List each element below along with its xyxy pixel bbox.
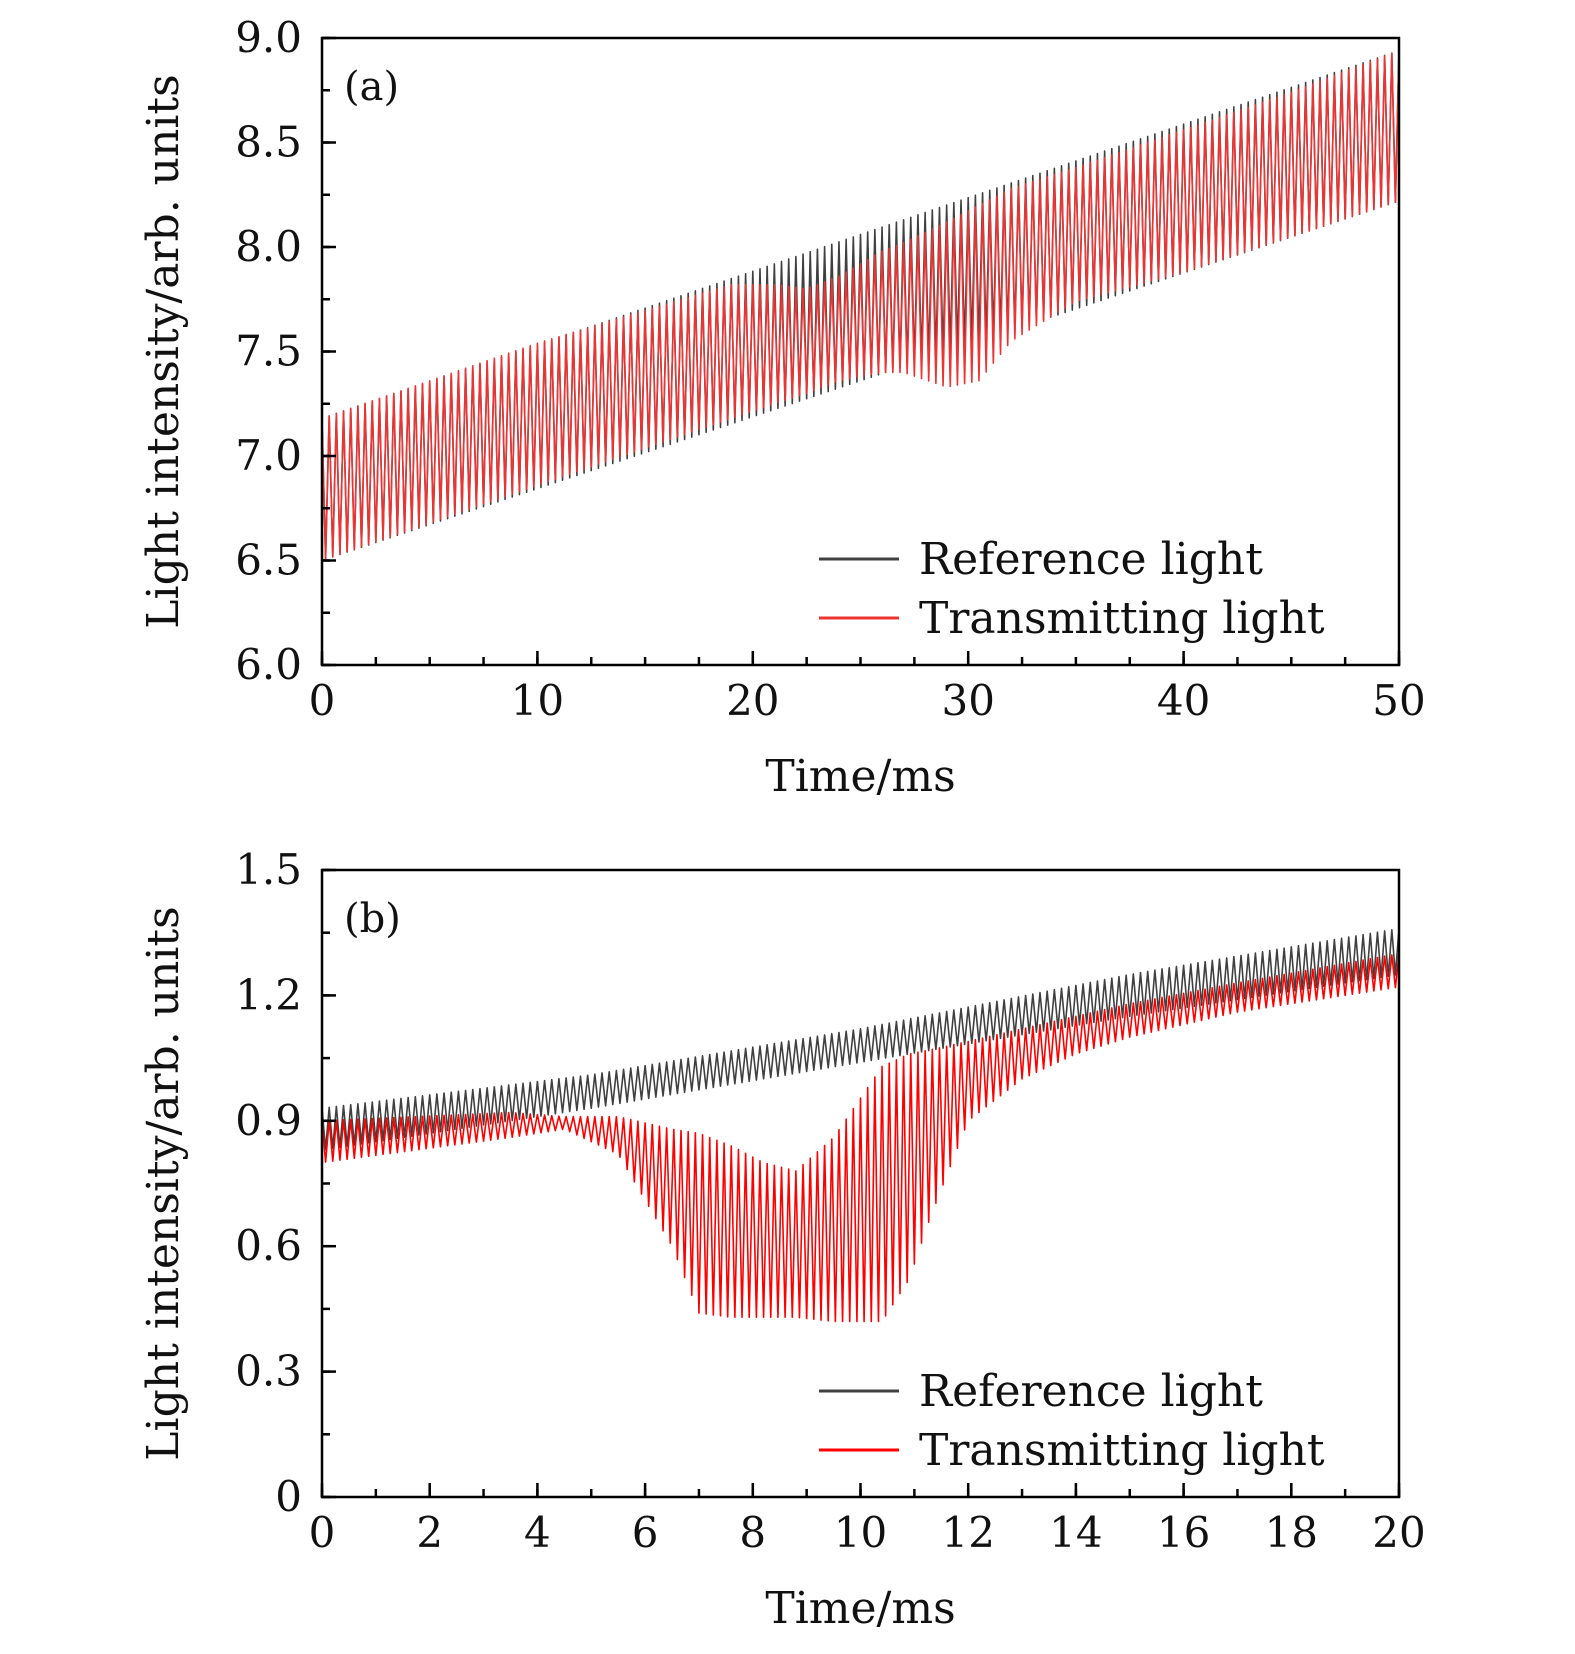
y-tick-label: 1.5 <box>235 845 302 894</box>
x-tick-label: 12 <box>941 1508 994 1557</box>
panel-label-a: (a) <box>344 64 399 110</box>
chart-panel-b: 0 2 4 6 8 10 12 14 16 18 20 0 0.3 0.6 0.9 1.2 1.5 (b) Ti… <box>138 845 1426 1634</box>
series-line-transmitting-light-a <box>322 50 1399 561</box>
x-tick-label: 16 <box>1157 1508 1210 1557</box>
y-axis-title-b: Light intensity/arb. units <box>138 906 189 1460</box>
y-tick-label: 1.2 <box>235 970 302 1019</box>
x-tick-label: 10 <box>511 676 564 725</box>
series-line-transmitting-light-b <box>322 953 1399 1323</box>
x-tick-label: 0 <box>309 1508 336 1557</box>
y-tick-label: 6.0 <box>235 640 302 689</box>
panel-label-b: (b) <box>344 896 401 942</box>
x-tick-label: 4 <box>524 1508 551 1557</box>
y-tick-label: 0 <box>275 1472 302 1521</box>
x-axis-title-b: Time/ms <box>765 1583 955 1634</box>
x-tick-label: 18 <box>1265 1508 1318 1557</box>
x-tick-label: 0 <box>309 676 336 725</box>
series-line-reference-light-b <box>322 928 1399 1151</box>
y-tick-label: 7.5 <box>235 327 302 376</box>
legend-label-transmitting-b: Transmitting light <box>919 1425 1325 1476</box>
legend-label-transmitting-a: Transmitting light <box>919 593 1325 644</box>
y-tick-label: 0.6 <box>235 1221 302 1270</box>
x-tick-label: 14 <box>1049 1508 1102 1557</box>
x-tick-label: 20 <box>1372 1508 1425 1557</box>
y-tick-label: 0.9 <box>235 1096 302 1145</box>
y-tick-label: 8.0 <box>235 222 302 271</box>
x-tick-label: 20 <box>726 676 779 725</box>
x-tick-label: 10 <box>834 1508 887 1557</box>
legend-b: Reference light Transmitting light <box>819 1366 1325 1476</box>
x-tick-label: 40 <box>1157 676 1210 725</box>
x-axis-title-a: Time/ms <box>765 751 955 802</box>
ticks-layer-b: 0 2 4 6 8 10 12 14 16 18 20 0 0.3 0.6 0.9 1.2 1.5 <box>235 845 1426 1557</box>
y-tick-label: 0.3 <box>235 1347 302 1396</box>
ticks-layer-a: 0 10 20 30 40 50 6.0 6.5 7.0 7.5 8.0 8.5 9.0 <box>235 13 1426 725</box>
legend-a: Reference light Transmitting light <box>819 534 1325 644</box>
x-tick-label: 30 <box>941 676 994 725</box>
legend-label-reference-b: Reference light <box>919 1366 1263 1417</box>
y-axis-title-a: Light intensity/arb. units <box>138 74 189 628</box>
x-tick-label: 2 <box>416 1508 443 1557</box>
x-tick-label: 8 <box>739 1508 766 1557</box>
y-tick-label: 7.0 <box>235 431 302 480</box>
y-tick-label: 8.5 <box>235 118 302 167</box>
series-layer-a <box>322 50 1399 561</box>
legend-label-reference-a: Reference light <box>919 534 1263 585</box>
x-tick-label: 6 <box>632 1508 659 1557</box>
y-tick-label: 6.5 <box>235 536 302 585</box>
x-tick-label: 50 <box>1372 676 1425 725</box>
series-layer-b <box>322 928 1399 1323</box>
y-tick-label: 9.0 <box>235 13 302 62</box>
chart-panel-a: 0 10 20 30 40 50 6.0 6.5 7.0 7.5 8.0 8.5 9.0 (a) Tim… <box>138 13 1426 802</box>
